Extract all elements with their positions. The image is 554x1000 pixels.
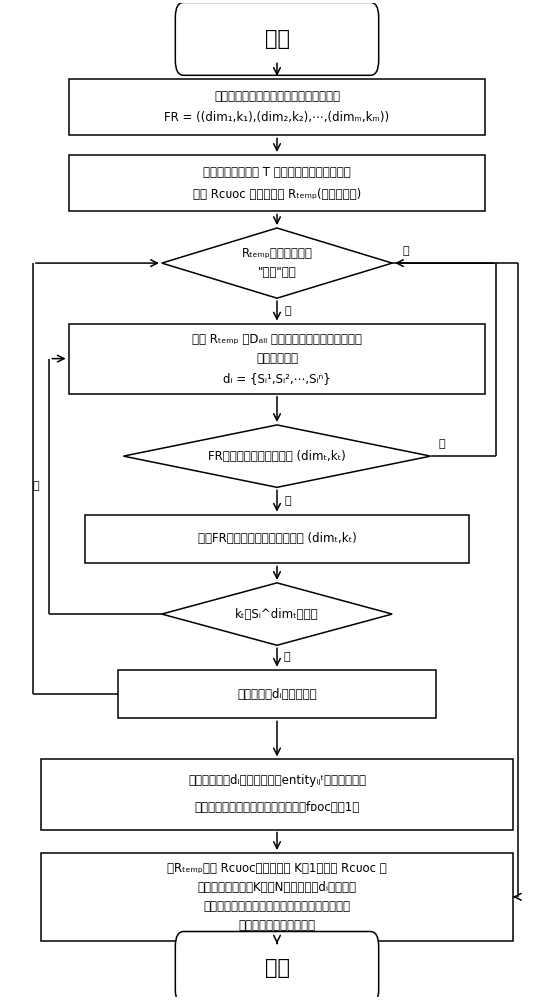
Text: FR仍有未访问的过滤条件 (dimₜ,kₜ): FR仍有未访问的过滤条件 (dimₜ,kₜ) xyxy=(208,450,346,463)
Text: 收集搜索词和维度约束，并生成过滤请求: 收集搜索词和维度约束，并生成过滤请求 xyxy=(214,90,340,103)
FancyBboxPatch shape xyxy=(175,2,379,75)
Text: 依据 Rₜₑₘₚ 从Dₐₗₗ 中取出下一个未访问的有效文: 依据 Rₜₑₘₚ 从Dₐₗₗ 中取出下一个未访问的有效文 xyxy=(192,333,362,346)
Text: 否: 否 xyxy=(403,246,409,256)
Bar xyxy=(41,853,513,941)
Text: 用Rₜₑₘₚ替换 Rᴄᴜᴏᴄ，置当前页 K为1，再从 Rᴄᴜᴏᴄ 的: 用Rₜₑₘₚ替换 Rᴄᴜᴏᴄ，置当前页 K为1，再从 Rᴄᴜᴏᴄ 的 xyxy=(167,862,387,875)
Text: 文档列表显示窗口的内容: 文档列表显示窗口的内容 xyxy=(239,919,315,932)
Text: 档的文档概要: 档的文档概要 xyxy=(256,352,298,365)
Text: 文档概要的维度值构建成一列表项，最后，更新: 文档概要的维度值构建成一列表项，最后，更新 xyxy=(203,900,351,913)
Text: 开始: 开始 xyxy=(264,29,290,49)
Text: "有效"文档: "有效"文档 xyxy=(258,266,296,279)
Text: 是: 是 xyxy=(285,306,291,316)
Polygon shape xyxy=(124,425,430,487)
Text: 取出FR下一个未访问的过滤条件 (dimₜ,kₜ): 取出FR下一个未访问的过滤条件 (dimₜ,kₜ) xyxy=(198,532,356,545)
Text: 否: 否 xyxy=(438,439,445,449)
Text: FR = ((dim₁,k₁),(dim₂,k₂),⋯,(dimₘ,kₘ)): FR = ((dim₁,k₁),(dim₂,k₂),⋯,(dimₘ,kₘ)) xyxy=(165,111,389,124)
Text: 生成 Rᴄᴜᴏᴄ 的一个副本 Rₜₑₘₚ(临时结果集): 生成 Rᴄᴜᴏᴄ 的一个副本 Rₜₑₘₚ(临时结果集) xyxy=(193,188,361,201)
Bar xyxy=(69,155,485,211)
Bar xyxy=(69,324,485,394)
Text: 径，并将这些路径上的所有树节点的fᴅᴏᴄ域加1。: 径，并将这些路径上的所有树节点的fᴅᴏᴄ域加1。 xyxy=(194,801,360,814)
Text: 否: 否 xyxy=(284,652,290,662)
Bar xyxy=(41,759,513,830)
Text: 将当前维度层次树 T 上节点的统计量域置零，: 将当前维度层次树 T 上节点的统计量域置零， xyxy=(203,166,351,179)
Text: kₜ是Sᵢ^dimₜ的子集: kₜ是Sᵢ^dimₜ的子集 xyxy=(235,608,319,621)
Bar xyxy=(69,79,485,135)
Polygon shape xyxy=(162,583,392,645)
Bar xyxy=(118,670,436,718)
Text: dᵢ = {Sᵢ¹,Sᵢ²,⋯,Sᵢⁿ}: dᵢ = {Sᵢ¹,Sᵢ²,⋯,Sᵢⁿ} xyxy=(223,372,331,385)
FancyBboxPatch shape xyxy=(175,932,379,1000)
Text: 结束: 结束 xyxy=(264,958,290,978)
Text: 是: 是 xyxy=(285,496,291,506)
Text: 有效文档中取出第K页的N个文档概要dᵢ，将每个: 有效文档中取出第K页的N个文档概要dᵢ，将每个 xyxy=(197,881,357,894)
Polygon shape xyxy=(162,228,392,298)
Text: 是: 是 xyxy=(32,481,39,491)
Text: 找到从树根到dᵢ的所有维度值entityᵢⱼᵗ所在节点的路: 找到从树根到dᵢ的所有维度值entityᵢⱼᵗ所在节点的路 xyxy=(188,774,366,787)
Bar xyxy=(85,515,469,563)
Text: Rₜₑₘₚ仍有未访问的: Rₜₑₘₚ仍有未访问的 xyxy=(242,247,312,260)
Text: 将文档概要dᵢ标记为失效: 将文档概要dᵢ标记为失效 xyxy=(237,688,317,701)
